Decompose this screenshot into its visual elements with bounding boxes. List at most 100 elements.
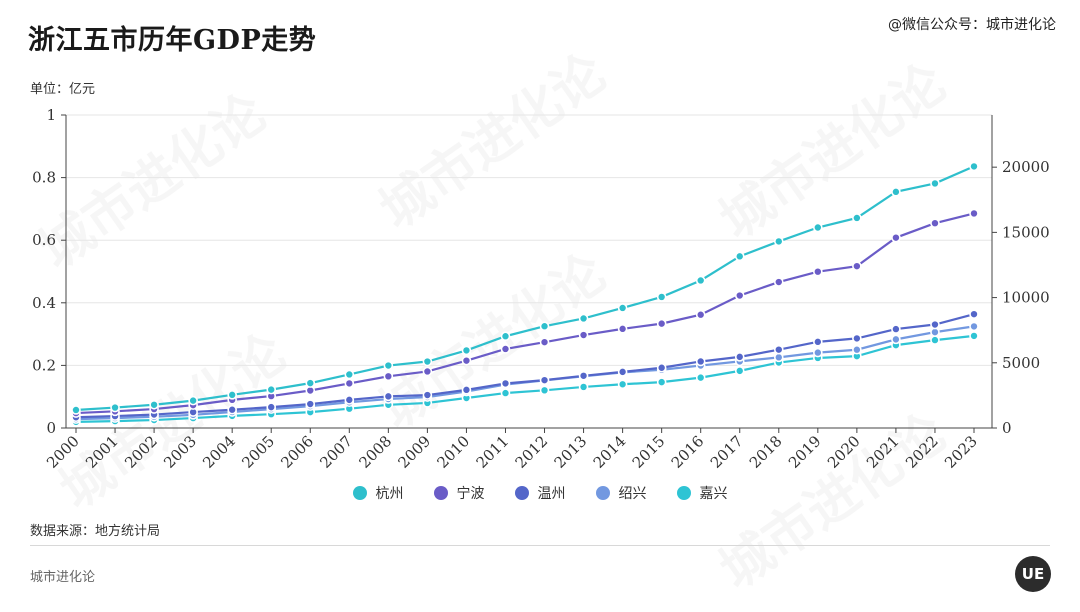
data-point — [500, 378, 511, 389]
data-point — [422, 356, 433, 367]
left-tick-label: 0.4 — [32, 294, 56, 312]
source-tag: @微信公众号：城市进化论 — [888, 17, 1056, 33]
data-point — [344, 369, 355, 380]
brand-logo: UE — [1015, 556, 1051, 592]
data-point — [813, 222, 823, 233]
legend-swatch — [433, 486, 448, 500]
legend-item[interactable]: 绍兴 — [595, 483, 647, 503]
data-point — [344, 395, 355, 405]
data-point — [813, 266, 823, 277]
data-point — [227, 390, 237, 400]
left-tick-label: 0.6 — [32, 231, 56, 249]
data-point — [852, 261, 862, 271]
right-tick-label: 10000 — [1002, 289, 1050, 307]
data-point — [969, 161, 979, 172]
x-tick-label: 2010 — [434, 432, 474, 472]
data-point — [656, 318, 667, 329]
data-point — [578, 370, 589, 381]
legend-label: 温州 — [537, 486, 566, 502]
data-point — [422, 366, 433, 377]
data-point — [695, 356, 706, 367]
left-tick-label: 0.8 — [32, 169, 56, 187]
series-line — [75, 313, 975, 419]
data-point — [383, 391, 394, 402]
data-point — [930, 319, 940, 330]
x-tick-label: 2000 — [43, 432, 83, 472]
data-point — [773, 352, 784, 363]
x-tick-label: 2006 — [277, 432, 317, 472]
x-tick-label: 2016 — [668, 432, 708, 472]
x-tick-label: 2013 — [551, 432, 591, 472]
data-point — [891, 187, 901, 197]
data-point — [891, 334, 901, 345]
data-point — [539, 385, 550, 396]
legend-item[interactable]: 宁波 — [433, 483, 485, 503]
data-point — [695, 372, 706, 383]
data-point — [422, 390, 433, 400]
legend-item[interactable]: 杭州 — [352, 483, 404, 503]
data-point — [773, 277, 784, 287]
data-point — [266, 402, 277, 412]
x-tick-label: 2012 — [512, 432, 552, 472]
data-point — [656, 377, 667, 387]
data-point — [149, 399, 159, 410]
brand-name: 城市进化论 — [30, 570, 96, 585]
legend-label: 绍兴 — [618, 486, 647, 502]
data-point — [539, 321, 550, 332]
data-point — [891, 232, 901, 243]
x-tick-label: 2014 — [590, 432, 630, 472]
legend-swatch — [595, 486, 610, 500]
unit-label: 单位：亿元 — [30, 82, 96, 97]
data-point — [969, 321, 979, 332]
data-point — [578, 330, 589, 340]
data-point — [773, 236, 784, 247]
legend-label: 嘉兴 — [699, 486, 728, 502]
data-point — [461, 355, 472, 366]
legend-swatch — [676, 486, 691, 500]
data-point — [734, 290, 745, 301]
data-point — [461, 345, 472, 356]
data-point — [930, 327, 940, 337]
right-tick-label: 20000 — [1002, 158, 1050, 176]
footer-divider — [30, 545, 1050, 546]
x-tick-label: 2011 — [473, 432, 513, 472]
data-point — [110, 402, 120, 413]
data-point — [617, 367, 628, 377]
data-point — [930, 218, 940, 228]
data-point — [539, 375, 550, 385]
data-point — [500, 344, 511, 354]
legend-label: 杭州 — [375, 486, 404, 502]
data-point — [617, 324, 628, 334]
data-point — [461, 385, 472, 395]
legend-item[interactable]: 嘉兴 — [676, 483, 728, 503]
left-tick-label: 0 — [46, 419, 56, 437]
data-point — [734, 352, 745, 362]
x-tick-label: 2019 — [785, 432, 825, 472]
legend-item[interactable]: 温州 — [514, 483, 566, 503]
data-point — [500, 388, 511, 398]
data-point — [813, 337, 823, 347]
x-tick-label: 2023 — [941, 432, 981, 472]
x-tick-label: 2004 — [199, 432, 239, 472]
data-point — [266, 384, 277, 395]
data-point — [852, 213, 862, 223]
data-point — [969, 331, 979, 341]
x-tick-label: 2009 — [394, 432, 434, 472]
data-point — [578, 313, 589, 324]
x-tick-label: 2022 — [902, 432, 942, 472]
data-point — [305, 399, 316, 409]
data-point — [383, 360, 394, 371]
data-point — [930, 335, 940, 345]
data-point — [852, 333, 862, 344]
data-point — [383, 371, 394, 382]
x-tick-label: 2018 — [746, 432, 786, 472]
data-source-note: 数据来源：地方统计局 — [30, 524, 161, 539]
legend-swatch — [352, 486, 367, 500]
series-line — [75, 212, 975, 415]
data-point — [695, 275, 706, 286]
data-point — [305, 378, 316, 388]
data-point — [734, 366, 745, 376]
x-tick-label: 2007 — [316, 432, 356, 472]
x-tick-label: 2001 — [82, 432, 122, 472]
